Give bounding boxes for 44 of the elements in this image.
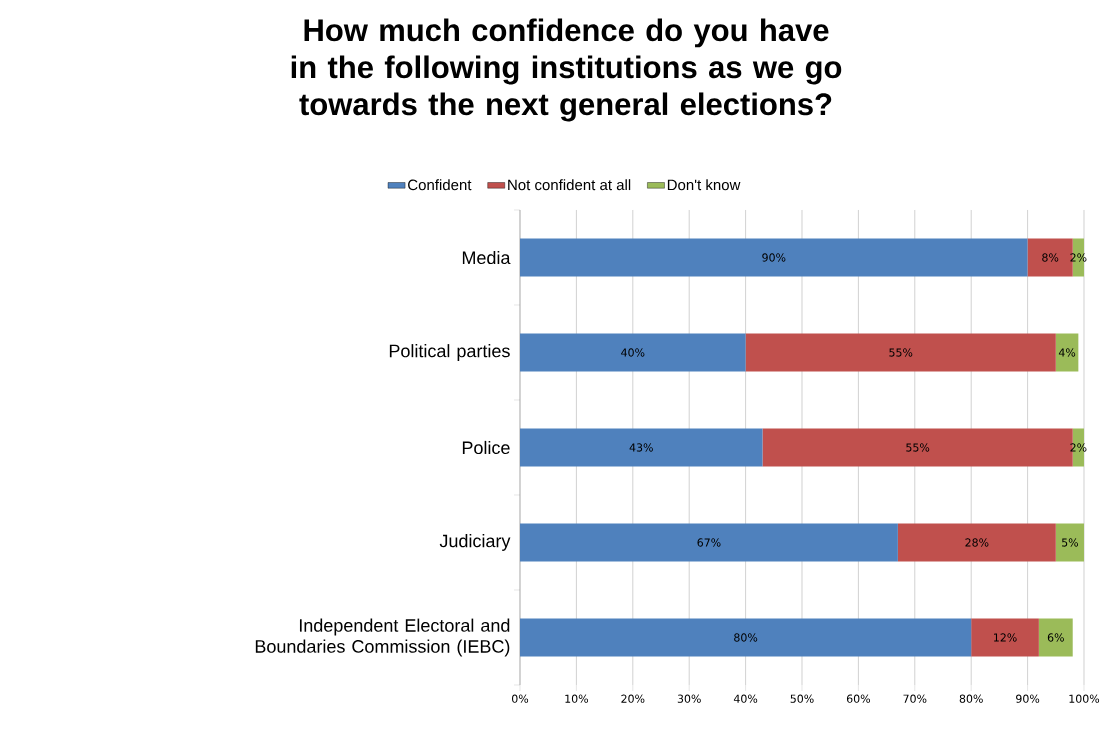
bar (520, 428, 763, 467)
x-tick-label: 0% (512, 694, 529, 703)
data-label: 5% (1062, 538, 1079, 547)
bar (520, 523, 898, 562)
bar (897, 523, 1056, 562)
bar (520, 333, 746, 372)
data-label: 28% (965, 538, 989, 547)
data-label: 55% (906, 443, 930, 452)
legend-label: Confident (408, 179, 472, 191)
data-label: 80% (734, 633, 758, 642)
chart-title: How much confidence do you have in the following institutions as we go towards the next general elections? (291, 18, 842, 122)
x-tick-label: 40% (733, 694, 758, 703)
data-label: 6% (1047, 633, 1064, 642)
x-tick-label: 20% (621, 694, 645, 703)
bar (1055, 333, 1079, 372)
data-label: 8% (1042, 253, 1059, 262)
x-tick-label: 90% (1016, 694, 1040, 703)
legend-label: Not confident at all (508, 179, 631, 191)
data-label: 43% (629, 443, 653, 452)
data-label: 55% (889, 348, 913, 357)
bar (971, 618, 1039, 657)
y-tick-label: Police (462, 440, 510, 455)
x-tick-label: 100% (1069, 694, 1100, 703)
x-tick-label: 80% (959, 694, 983, 703)
legend-label: Don't know (667, 179, 741, 191)
bar (745, 333, 1056, 372)
x-tick-label: 10% (565, 694, 588, 703)
data-label: 12% (994, 633, 1017, 642)
x-tick-label: 70% (903, 694, 927, 703)
x-tick-label: 50% (790, 694, 814, 703)
bar (1038, 618, 1073, 657)
y-tick-label: Independent Electoral and Boundaries Commission (IEBC) (255, 618, 510, 657)
bar (520, 238, 1028, 277)
x-tick-label: 60% (846, 694, 870, 703)
data-label: 67% (697, 538, 721, 547)
bar (1055, 523, 1084, 562)
x-tick-label: 30% (677, 694, 701, 703)
y-tick-label: Political parties (389, 344, 510, 361)
bar (520, 618, 972, 657)
data-label: 4% (1058, 348, 1076, 357)
y-tick-label: Judiciary (439, 534, 511, 551)
y-tick-label: Media (462, 250, 511, 265)
data-label: 40% (621, 348, 645, 357)
data-label: 90% (762, 253, 786, 262)
